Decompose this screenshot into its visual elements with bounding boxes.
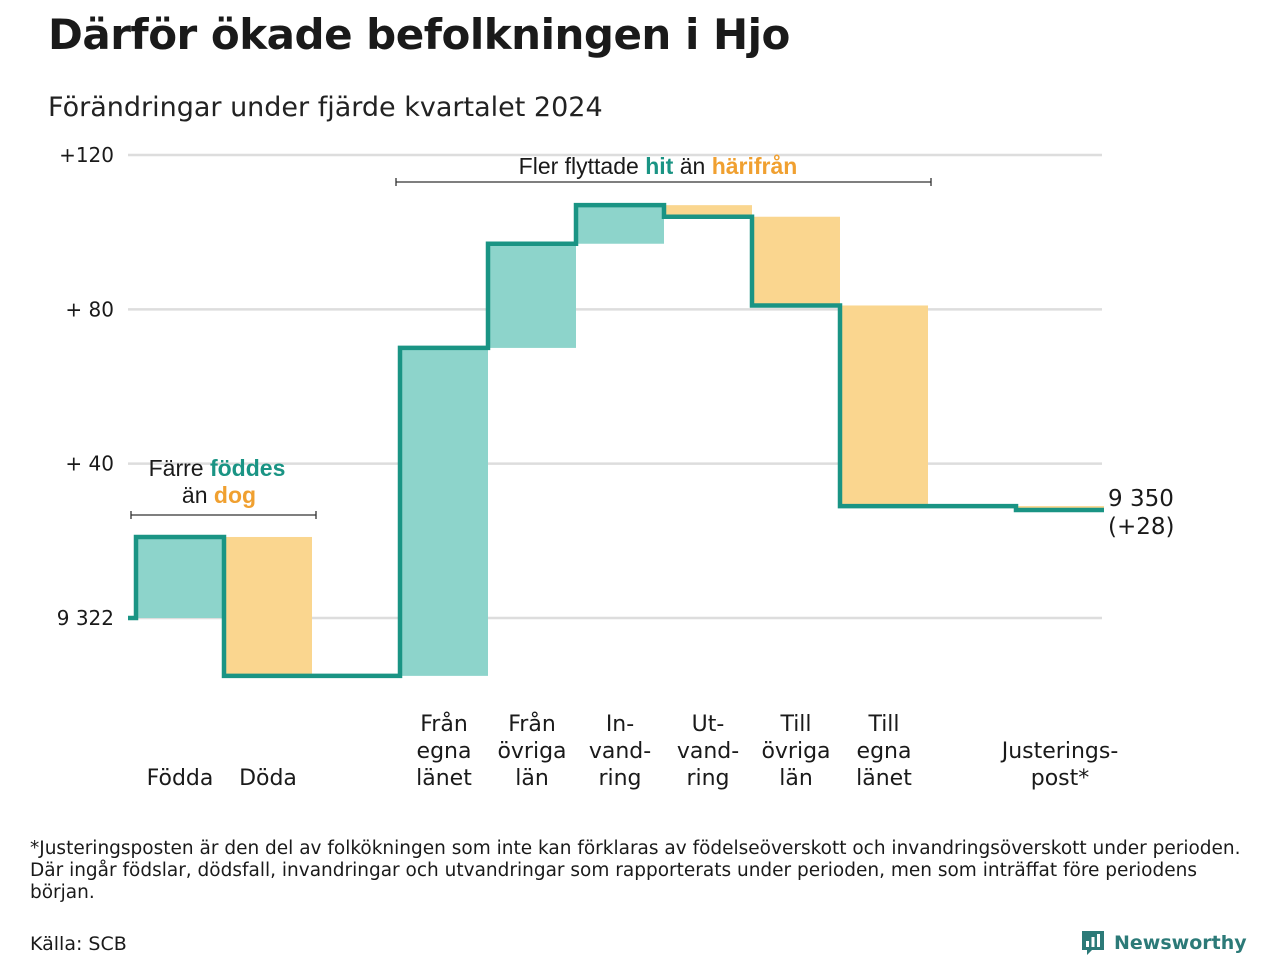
x-tick-label: egna bbox=[417, 739, 472, 764]
x-tick-label: län bbox=[515, 766, 549, 791]
end-value-label: 9 350 bbox=[1108, 486, 1174, 512]
x-tick-label: län bbox=[779, 766, 813, 791]
y-tick-label: 9 322 bbox=[57, 606, 114, 630]
annotation-text: än bbox=[182, 482, 208, 508]
x-tick-label: vand- bbox=[677, 739, 739, 764]
x-tick-label: Från bbox=[508, 711, 556, 737]
x-tick-label: Till bbox=[779, 712, 811, 737]
chart-subtitle: Förändringar under fjärde kvartalet 2024 bbox=[48, 92, 603, 123]
births-annotation-line2: än dog bbox=[182, 482, 256, 508]
annotation-text: Fler flyttade bbox=[519, 153, 639, 179]
x-tick-label: länet bbox=[416, 766, 472, 791]
x-tick-label: Födda bbox=[147, 766, 214, 791]
x-tick-label: länet bbox=[856, 766, 912, 791]
x-tick-label: egna bbox=[857, 739, 912, 764]
x-tick-label: övriga bbox=[497, 739, 566, 764]
source-text: Källa: SCB bbox=[30, 933, 127, 955]
waterfall-bar bbox=[136, 536, 224, 618]
bar-chart-icon bbox=[1082, 931, 1104, 955]
x-tick-label: vand- bbox=[589, 739, 651, 764]
waterfall-bar bbox=[400, 347, 488, 676]
x-tick-label: Justerings- bbox=[1000, 739, 1119, 764]
x-tick-label: ring bbox=[686, 766, 729, 791]
x-tick-label: Ut- bbox=[692, 712, 725, 737]
migration-annotation: Fler flyttade hit än härifrån bbox=[519, 153, 798, 179]
waterfall-bar bbox=[840, 305, 928, 507]
x-tick-label: Till bbox=[867, 712, 899, 737]
x-tick-label: ring bbox=[598, 766, 641, 791]
annotation-highlight: föddes bbox=[210, 455, 285, 481]
annotation-highlight: hit bbox=[645, 153, 673, 179]
x-tick-label: post* bbox=[1031, 766, 1090, 791]
y-tick-label: + 80 bbox=[65, 297, 114, 321]
x-tick-label: In- bbox=[606, 712, 634, 737]
x-tick-label: Från bbox=[420, 711, 468, 737]
waterfall-bar bbox=[664, 205, 752, 217]
waterfall-bar bbox=[752, 216, 840, 306]
waterfall-bar bbox=[224, 536, 312, 676]
end-change-label: (+28) bbox=[1108, 514, 1174, 540]
cumulative-line bbox=[128, 202, 1104, 679]
brand-logo[interactable]: Newsworthy bbox=[1080, 928, 1247, 958]
x-tick-label: övriga bbox=[761, 739, 830, 764]
waterfall-bar bbox=[488, 243, 576, 348]
births-annotation-line1: Färre föddes bbox=[149, 455, 286, 481]
waterfall-bar bbox=[576, 205, 664, 244]
footnote: *Justeringsposten är den del av folkökni… bbox=[30, 838, 1241, 903]
annotation-text: Färre bbox=[149, 455, 204, 481]
brand-name: Newsworthy bbox=[1114, 932, 1247, 954]
y-tick-label: +120 bbox=[59, 143, 114, 167]
y-tick-label: + 40 bbox=[65, 452, 114, 476]
chart-title: Därför ökade befolkningen i Hjo bbox=[48, 10, 790, 59]
annotation-highlight: dog bbox=[214, 482, 256, 508]
x-tick-label: Döda bbox=[239, 766, 297, 791]
annotation-text: än bbox=[680, 153, 706, 179]
annotation-highlight: härifrån bbox=[712, 153, 798, 179]
